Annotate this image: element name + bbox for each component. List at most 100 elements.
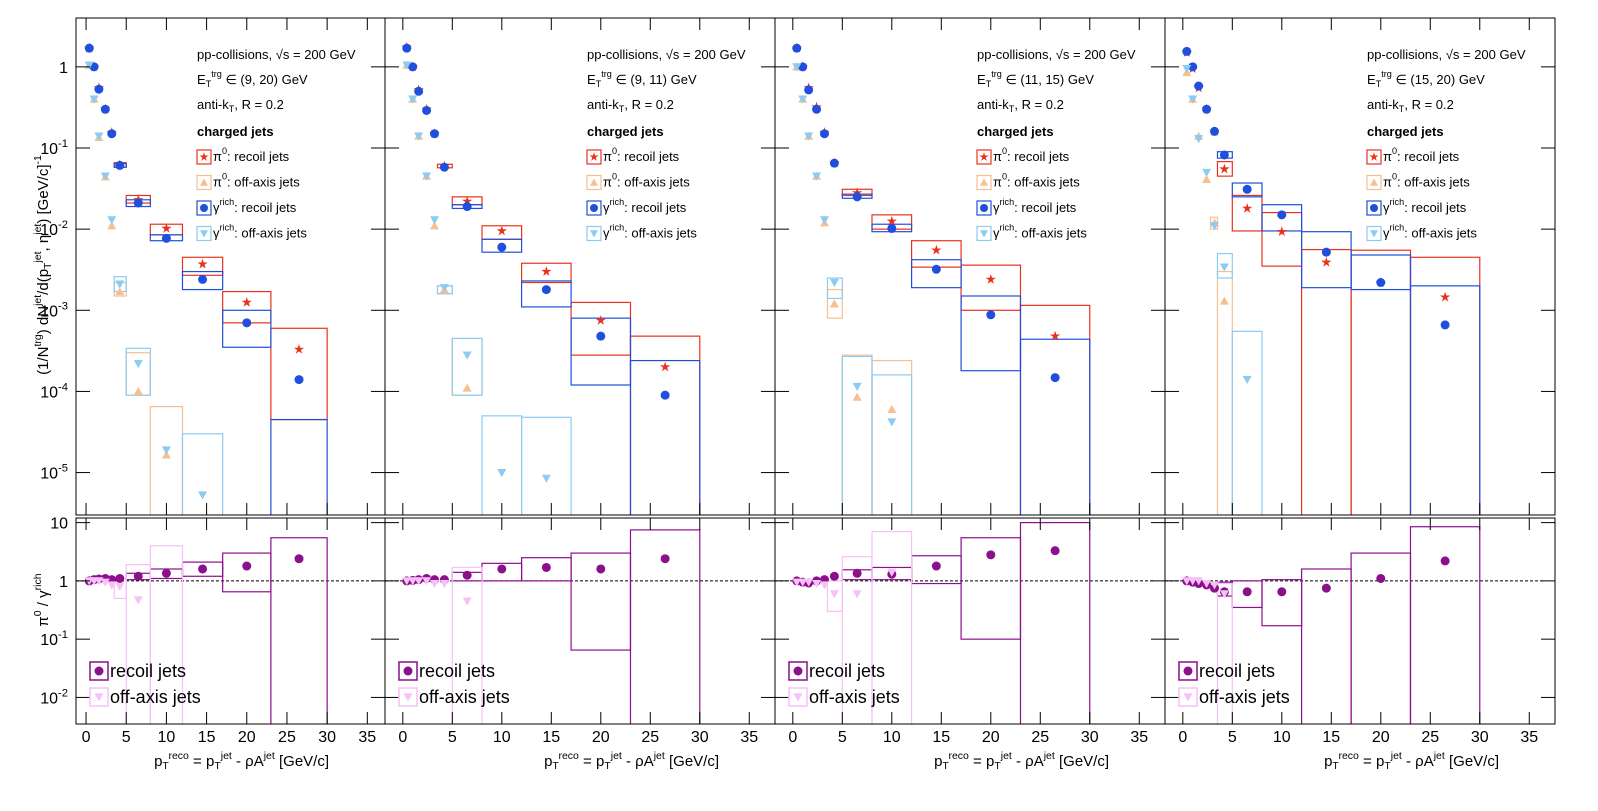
- x-tick-label: 30: [1471, 729, 1489, 746]
- marker: [497, 564, 507, 574]
- sys-box: [1216, 582, 1233, 724]
- x-tick-label: 20: [238, 729, 256, 746]
- marker: [100, 172, 110, 181]
- plot-area: [385, 529, 765, 724]
- marker: [596, 564, 606, 574]
- annotation: ETtrg ∈ (9, 11) GeV: [587, 69, 697, 89]
- x-tick-label: 35: [1130, 729, 1148, 746]
- marker: [422, 577, 432, 586]
- marker: [408, 62, 418, 72]
- marker: [590, 204, 598, 212]
- annotation: anti-kT, R = 0.2: [1367, 97, 1454, 114]
- sys-box: [520, 262, 572, 284]
- y-tick-label: 10-5: [40, 463, 68, 483]
- sys-box: [1216, 160, 1233, 177]
- marker: [1321, 256, 1332, 267]
- legend-box: [788, 687, 808, 707]
- legend-title: charged jets: [1367, 124, 1444, 139]
- marker: [659, 361, 671, 372]
- marker: [798, 95, 808, 104]
- legend-box: [398, 687, 418, 707]
- marker: [819, 129, 829, 139]
- x-tick-label: 25: [641, 729, 659, 746]
- legend-label: π0: recoil jets: [1383, 146, 1460, 164]
- legend-box: [1366, 225, 1382, 242]
- marker: [1439, 291, 1451, 302]
- marker: [402, 577, 412, 586]
- marker: [829, 571, 839, 581]
- x-axis-label: pTreco = pTjet - ρAjet [GeV/c]: [934, 750, 1109, 772]
- marker: [1188, 62, 1198, 72]
- marker: [414, 132, 424, 141]
- legend-label: π0: off-axis jets: [993, 172, 1080, 190]
- marker: [133, 571, 143, 581]
- marker: [200, 204, 208, 212]
- sys-box: [1231, 330, 1263, 515]
- marker: [84, 61, 94, 70]
- sys-box: [520, 280, 572, 308]
- marker: [100, 104, 110, 114]
- legend-label: recoil jets: [419, 661, 495, 681]
- marker: [819, 581, 829, 590]
- marker: [94, 577, 104, 586]
- marker: [590, 178, 598, 186]
- annotation: pp-collisions, √s = 200 GeV: [977, 47, 1136, 62]
- x-tick-label: 5: [838, 729, 847, 746]
- marker: [161, 223, 172, 233]
- marker: [819, 216, 829, 225]
- plot-area: [791, 42, 1091, 515]
- marker: [541, 562, 551, 572]
- legend-box: [1366, 174, 1382, 191]
- legend-box: [1178, 687, 1198, 707]
- marker: [1202, 168, 1212, 177]
- marker: [422, 172, 432, 181]
- x-tick-label: 0: [398, 729, 407, 746]
- marker: [133, 360, 143, 369]
- marker: [200, 230, 208, 238]
- plot-area: [1165, 526, 1545, 724]
- marker: [403, 693, 413, 702]
- legend-label: π0: off-axis jets: [213, 172, 300, 190]
- marker: [429, 216, 439, 225]
- marker: [462, 570, 472, 580]
- x-tick-label: 20: [1372, 729, 1390, 746]
- marker: [980, 204, 988, 212]
- sys-box: [451, 566, 483, 724]
- legend-label: π0: off-axis jets: [603, 172, 690, 190]
- marker: [115, 160, 125, 170]
- marker: [793, 693, 803, 702]
- marker: [133, 198, 143, 208]
- sys-box: [451, 337, 483, 396]
- sys-box: [270, 418, 328, 515]
- marker: [496, 225, 507, 236]
- marker: [1370, 204, 1378, 212]
- marker: [198, 564, 208, 574]
- legend-box: [89, 687, 109, 707]
- marker: [1202, 174, 1212, 184]
- annotation: pp-collisions, √s = 200 GeV: [587, 47, 746, 62]
- marker: [1276, 226, 1287, 237]
- marker: [94, 132, 104, 141]
- marker: [408, 95, 418, 104]
- marker: [792, 43, 802, 53]
- marker: [887, 568, 897, 577]
- x-axis-label: pTreco = pTjet - ρAjet [GeV/c]: [154, 750, 329, 772]
- legend-title: charged jets: [977, 124, 1054, 139]
- marker: [887, 223, 897, 233]
- legend-title: charged jets: [197, 124, 274, 139]
- marker: [1182, 577, 1192, 586]
- marker: [1219, 163, 1230, 174]
- x-tick-label: 10: [883, 729, 901, 746]
- x-axis-label: pTreco = pTjet - ρAjet [GeV/c]: [1324, 750, 1499, 772]
- sys-box: [1019, 522, 1091, 724]
- marker: [1219, 263, 1229, 272]
- annotation: pp-collisions, √s = 200 GeV: [197, 47, 356, 62]
- legend-label: γrich: off-axis jets: [993, 223, 1087, 241]
- marker: [439, 162, 449, 172]
- legend-label: recoil jets: [809, 661, 885, 681]
- marker: [829, 158, 839, 168]
- marker: [107, 221, 117, 230]
- x-tick-label: 35: [358, 729, 376, 746]
- marker: [1219, 590, 1229, 599]
- sys-box: [1216, 252, 1233, 279]
